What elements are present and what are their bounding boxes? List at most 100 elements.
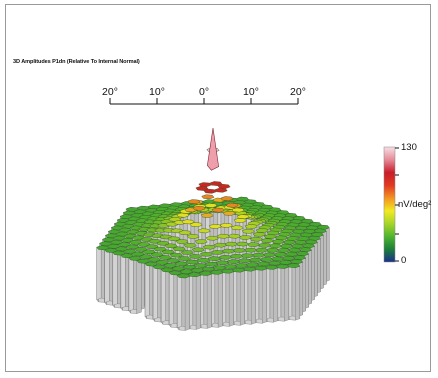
surface-hex-cell xyxy=(189,222,203,227)
surface-hex-cell xyxy=(174,261,188,267)
surface-hex-cell xyxy=(265,264,279,270)
surface-hex-cell xyxy=(235,241,249,247)
surface-hex-cell xyxy=(298,247,312,253)
surface-hex-cell xyxy=(271,256,285,262)
surface-hex-cell xyxy=(168,270,182,276)
surface-hex-cell xyxy=(279,260,293,265)
surface-hex-cell xyxy=(232,267,246,273)
surface-hex-cell xyxy=(257,261,271,267)
surface-hex-cell xyxy=(194,239,208,244)
surface-hex-cell xyxy=(263,234,277,239)
surface-hex-cell xyxy=(287,247,301,253)
surface-hex-cell xyxy=(188,254,202,259)
surface-hex-cell xyxy=(243,266,257,272)
surface-hex-cell xyxy=(178,230,192,236)
surface-hex-cell xyxy=(192,205,206,211)
surface-hex-cell xyxy=(252,232,266,237)
surface-hex-cell xyxy=(279,243,293,249)
surface-hex-cell xyxy=(202,244,216,250)
surface-hex-cell xyxy=(200,213,214,218)
surface-hex-cell xyxy=(244,224,258,229)
surface-hex-cell xyxy=(215,260,229,266)
surface-hex-cell xyxy=(251,252,265,258)
surface-hex-cell xyxy=(224,241,238,247)
surface-peak xyxy=(207,127,219,171)
surface-hex-cell xyxy=(271,239,285,245)
surface-hex-cell xyxy=(254,265,268,271)
surface-hex-cell xyxy=(225,202,239,208)
scale-tick-label: 20° xyxy=(290,86,306,98)
surface-hex-cell xyxy=(203,188,217,194)
surface-hex-cell xyxy=(268,260,282,266)
surface-hex-cell xyxy=(204,203,218,208)
surface-hex-cell xyxy=(166,258,180,263)
plot-title: 3D Amplitudes P1dn (Relative To Internal… xyxy=(13,59,140,65)
surface-hex-cell xyxy=(185,259,199,265)
surface-hex-cell xyxy=(186,234,200,239)
surface-hex-cell xyxy=(152,264,166,270)
surface-hex-cell xyxy=(235,263,249,268)
surface-hex-cell xyxy=(216,233,230,239)
surface-hex-cell xyxy=(187,199,201,205)
surface-hex-cell xyxy=(158,255,172,260)
surface-hex-cell xyxy=(175,239,189,244)
surface-hex-cell xyxy=(190,267,204,273)
surface-hex-cell xyxy=(180,250,194,255)
surface-hex-cell xyxy=(221,268,235,274)
color-scale-unit-label: nV/deg² xyxy=(398,199,432,210)
surface-hex-cell xyxy=(191,247,205,253)
surface-hex-cell xyxy=(176,212,190,218)
surface-hex-cell xyxy=(230,225,244,231)
surface-hex-cell xyxy=(182,264,196,270)
surface-hex-cell xyxy=(164,243,178,249)
surface-hex-cell xyxy=(161,249,175,255)
surface-hex-cell xyxy=(205,235,219,241)
surface-hex-cell xyxy=(293,255,307,260)
surface-hex-cell xyxy=(249,236,263,242)
surface-hex-cell xyxy=(221,248,235,254)
surface-hex-cell xyxy=(257,242,271,248)
scale-tick-label: 10° xyxy=(149,86,165,98)
surface-hex-cell xyxy=(211,207,225,213)
surface-hex-cell xyxy=(210,269,224,275)
surface-hex-cell xyxy=(232,248,246,253)
surface-hex-cell xyxy=(290,259,304,264)
surface-hex-cell xyxy=(237,258,251,264)
surface-hex-cell xyxy=(210,250,224,255)
surface-hex-cell xyxy=(204,261,218,267)
surface-hex-cell xyxy=(218,254,232,260)
color-scale-gradient xyxy=(383,146,396,263)
surface-hex-cell xyxy=(260,238,274,244)
color-scale-max-label: 130 xyxy=(401,142,417,153)
surface-hex-cell xyxy=(201,266,215,272)
surface-hex-cell xyxy=(246,242,260,247)
surface-hex-cell xyxy=(155,260,169,265)
surface-hex-cell xyxy=(233,218,247,223)
surface-hex-cell xyxy=(276,247,290,253)
surface-hex-cell xyxy=(176,273,190,279)
surface-hex-cell xyxy=(169,252,183,258)
surface-hex-cell xyxy=(208,224,222,229)
surface-hex-cell xyxy=(240,253,254,258)
surface-hex-cell xyxy=(150,252,164,257)
surface-hex-cell xyxy=(160,267,174,273)
surface-hex-cell xyxy=(284,251,298,257)
surface-hex-cell xyxy=(229,253,243,259)
surface-hex-cell xyxy=(248,257,262,263)
color-scale-min-label: 0 xyxy=(401,255,407,266)
surface-hex-cell xyxy=(254,247,268,253)
surface-hex-cell xyxy=(226,259,240,265)
surface-hex-cell xyxy=(219,223,233,228)
surface-hex-cell xyxy=(177,256,191,261)
surface-hex-cell xyxy=(241,228,255,234)
surface-hex-cell xyxy=(196,257,210,263)
surface-hex-cell xyxy=(227,233,241,239)
surface-hex-cell xyxy=(144,261,158,267)
surface-hex-cell xyxy=(222,211,236,216)
surface-hex-cell xyxy=(224,264,237,269)
surface-hex-cell xyxy=(260,257,273,262)
surface-hex-cell xyxy=(220,196,234,201)
